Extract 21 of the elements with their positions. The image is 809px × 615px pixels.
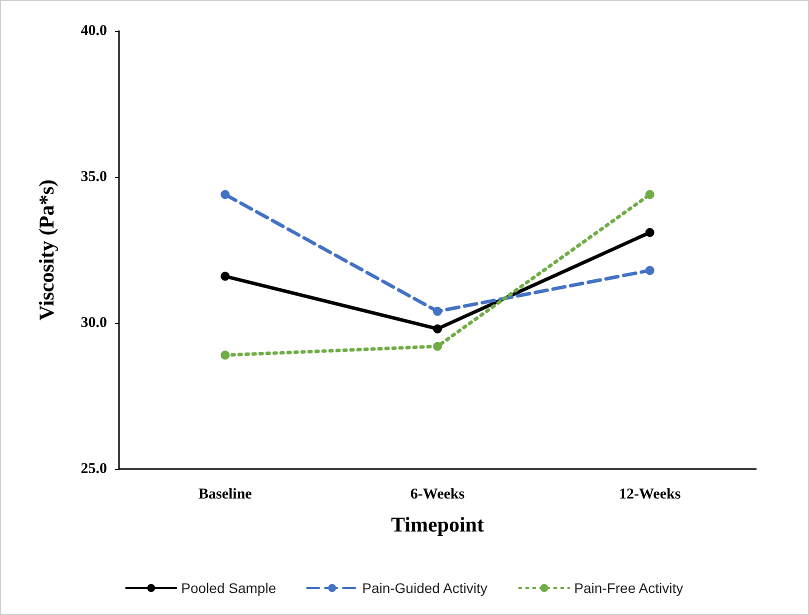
x-tick-label: 6-Weeks (410, 486, 465, 502)
y-axis-title: Viscosity (Pa*s) (34, 180, 58, 320)
point (433, 306, 442, 316)
legend-label: Pooled Sample (181, 580, 276, 596)
x-tick-label: 12-Weeks (618, 486, 681, 502)
point (433, 324, 442, 334)
point (220, 272, 230, 281)
point (220, 350, 230, 360)
legend-label: Pain-Guided Activity (362, 580, 488, 596)
x-axis-title: Timepoint (391, 512, 484, 536)
y-tick-label: 30.0 (80, 315, 107, 331)
point (645, 266, 654, 275)
point (433, 342, 442, 351)
y-tick-label: 40.0 (80, 23, 107, 39)
legend-label: Pain-Free Activity (574, 580, 684, 596)
point (645, 190, 654, 200)
point (645, 228, 654, 237)
x-tick-label: Baseline (198, 486, 252, 502)
point (220, 190, 230, 200)
y-tick-label: 35.0 (80, 169, 107, 185)
y-tick-label: 25.0 (80, 461, 107, 477)
